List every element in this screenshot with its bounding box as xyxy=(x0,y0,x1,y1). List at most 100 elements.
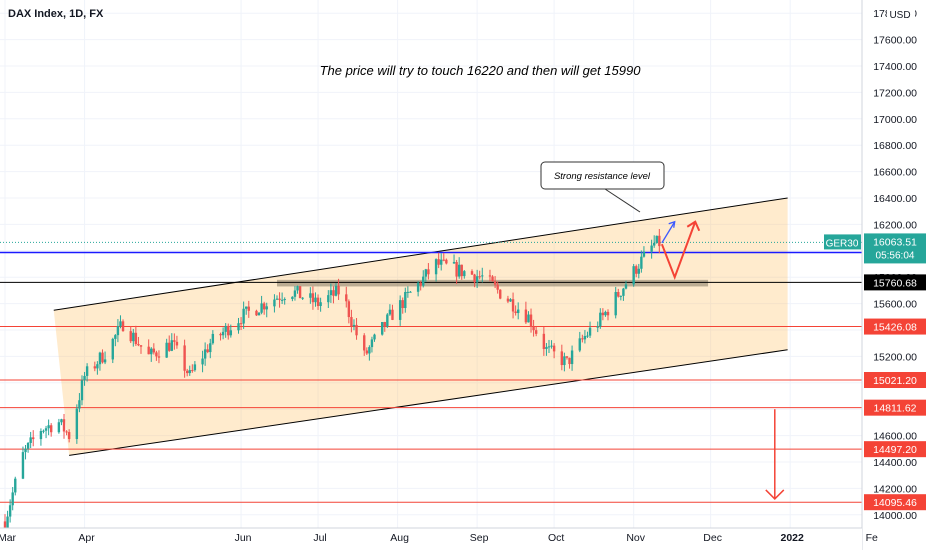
candle-body xyxy=(614,292,617,316)
price-tick-label: 16400.00 xyxy=(873,193,917,205)
candle-body xyxy=(134,332,138,345)
candle-body xyxy=(560,351,564,366)
candle-body xyxy=(355,324,358,336)
candle-body xyxy=(445,259,448,264)
candle-body xyxy=(363,335,366,351)
time-tick-label: Jul xyxy=(313,532,326,544)
candle-body xyxy=(406,291,410,293)
candle-body xyxy=(345,294,348,302)
price-tick-label: 14600.00 xyxy=(873,431,917,443)
symbol-title: DAX Index, 1D, FX xyxy=(8,8,104,20)
level-label: 14497.20 xyxy=(873,444,917,456)
candle-body xyxy=(193,364,197,371)
candle-body xyxy=(570,350,574,365)
candle-body xyxy=(606,311,610,316)
callout-text: Strong resistance level xyxy=(554,171,651,182)
candle-body xyxy=(67,432,71,440)
symbol-badge xyxy=(824,234,861,250)
currency-badge xyxy=(887,7,915,21)
candle-body xyxy=(278,298,281,300)
time-tick-label: Apr xyxy=(78,532,95,544)
candle-body xyxy=(227,325,230,336)
candle-body xyxy=(116,326,120,336)
resistance-zone xyxy=(276,279,709,287)
candle-body xyxy=(658,235,661,247)
candle-body xyxy=(529,314,533,327)
candle-body xyxy=(499,289,502,299)
candle-body xyxy=(624,284,628,289)
candle-body xyxy=(368,347,371,354)
candles xyxy=(3,229,661,534)
candle-body xyxy=(652,242,656,246)
candle-body xyxy=(78,400,81,409)
candle-body xyxy=(229,330,233,336)
candle-body xyxy=(509,299,512,302)
candle-body xyxy=(470,271,474,275)
time-tick-label: Sep xyxy=(470,532,489,544)
candle-body xyxy=(424,269,428,277)
candle-body xyxy=(21,452,25,479)
candle-body xyxy=(314,297,317,303)
candle-body xyxy=(588,327,592,336)
candle-body xyxy=(491,276,494,282)
candle-body xyxy=(581,338,584,340)
price-tick-label: 16600.00 xyxy=(873,167,917,179)
candle-body xyxy=(275,298,279,300)
last-price-badge xyxy=(864,233,926,264)
candle-body xyxy=(245,306,248,309)
candle-body xyxy=(583,335,587,340)
price-tick-label: 14200.00 xyxy=(873,483,917,495)
candle-body xyxy=(452,262,456,264)
candle-body xyxy=(83,375,86,381)
candle-body xyxy=(42,430,45,432)
time-tick-label: Oct xyxy=(548,532,564,544)
candle-body xyxy=(380,322,384,335)
candle-body xyxy=(219,333,222,336)
candle-body xyxy=(332,290,335,296)
level-label: 15021.20 xyxy=(873,375,917,387)
candle-body xyxy=(398,300,402,320)
candle-body xyxy=(442,259,445,261)
candle-body xyxy=(114,335,117,339)
symbol-label: GER30 xyxy=(826,238,859,249)
candle-body xyxy=(203,349,207,359)
candle-body xyxy=(632,266,635,285)
candle-body xyxy=(565,356,569,358)
candle-body xyxy=(506,298,510,302)
countdown-label: 05:56:04 xyxy=(876,250,915,261)
candle-body xyxy=(24,448,27,453)
projection-down-arrowhead xyxy=(686,220,701,232)
horizontal-levels xyxy=(0,251,862,503)
candle-body xyxy=(60,419,63,423)
candle-body xyxy=(188,370,191,374)
candle-body xyxy=(604,311,607,316)
level-label: 15426.08 xyxy=(873,322,917,334)
candle-body xyxy=(111,338,114,360)
level-label: 14095.46 xyxy=(873,497,917,509)
candle-body xyxy=(542,333,546,349)
candle-body xyxy=(434,259,438,275)
level-label-bg xyxy=(864,399,926,416)
candle-body xyxy=(370,339,374,348)
candle-body xyxy=(224,325,227,332)
candle-body xyxy=(496,284,499,290)
projection-arrows xyxy=(660,220,785,501)
candle-body xyxy=(473,274,476,283)
projection-up-arrowhead xyxy=(668,220,676,228)
candle-body xyxy=(257,312,261,316)
candle-body xyxy=(168,342,171,351)
candle-body xyxy=(637,268,640,274)
candle-body xyxy=(80,380,84,401)
price-tick-label: 14400.00 xyxy=(873,457,917,469)
time-axis[interactable]: Mar Apr Jun Jul Aug Sep Oct Nov Dec 2022 Fe xyxy=(0,527,878,550)
candle-body xyxy=(478,276,481,278)
projection-up-path xyxy=(661,221,676,244)
candle-body xyxy=(239,323,243,325)
candle-body xyxy=(237,323,240,331)
candle-body xyxy=(481,275,484,277)
candle-body xyxy=(545,346,548,349)
candle-body xyxy=(242,308,245,324)
candle-body xyxy=(209,343,212,353)
